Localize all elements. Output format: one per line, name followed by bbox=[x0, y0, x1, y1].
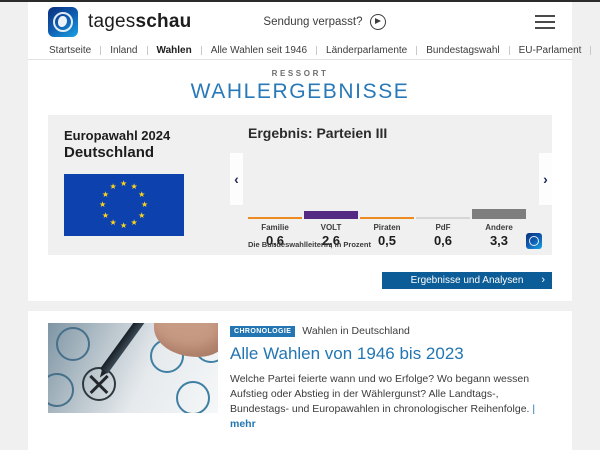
article-topic: Wahlen in Deutschland bbox=[302, 325, 410, 337]
pen-graphic bbox=[99, 323, 154, 375]
chart-election-region: Deutschland bbox=[64, 144, 155, 161]
eu-star-icon: ★ bbox=[99, 200, 107, 209]
bar-label: Andere bbox=[485, 223, 513, 232]
ressort-heading: RESSORT WAHLERGEBNISSE bbox=[28, 60, 572, 104]
eu-star-icon: ★ bbox=[101, 189, 109, 199]
separator: | bbox=[532, 402, 536, 415]
chart-source-note: Die Bundeswahlleiterin, in Prozent bbox=[248, 240, 371, 249]
eu-star-icon: ★ bbox=[109, 181, 117, 191]
nav-item[interactable]: Länderparlamente bbox=[317, 46, 418, 56]
bar bbox=[360, 217, 414, 219]
bar bbox=[248, 217, 302, 219]
article-body: CHRONOLOGIE Wahlen in Deutschland Alle W… bbox=[230, 323, 552, 432]
articles-block: CHRONOLOGIE Wahlen in Deutschland Alle W… bbox=[28, 311, 572, 450]
bar-label: Piraten bbox=[373, 223, 401, 232]
more-label: mehr bbox=[230, 417, 256, 430]
chevron-right-icon: › bbox=[543, 171, 548, 187]
cta-row: Ergebnisse und Analysen › bbox=[48, 272, 552, 301]
tagesschau-logo-icon[interactable] bbox=[48, 7, 78, 37]
eu-star-icon: ★ bbox=[130, 218, 138, 228]
nav-item[interactable]: Chronologie bbox=[591, 46, 600, 55]
play-icon bbox=[369, 14, 386, 30]
eu-star-icon: ★ bbox=[120, 179, 128, 188]
page-title: WAHLERGEBNISSE bbox=[190, 80, 410, 103]
brand-wordmark[interactable]: tagesschau bbox=[88, 11, 191, 33]
chevron-right-icon: › bbox=[541, 274, 545, 286]
nav-item[interactable]: Startseite bbox=[40, 46, 102, 56]
nav-item[interactable]: Bundestagswahl bbox=[417, 46, 510, 56]
ressort-kicker: RESSORT bbox=[271, 69, 329, 78]
eu-star-icon: ★ bbox=[141, 200, 149, 209]
nav-item[interactable]: Alle Wahlen seit 1946 bbox=[202, 46, 318, 56]
tagesschau-watermark-icon bbox=[526, 233, 542, 249]
article-teaser-text: Welche Partei feierte wann und wo Erfolg… bbox=[230, 372, 552, 432]
chart-title: Ergebnis: Parteien III bbox=[248, 125, 388, 141]
main-content-block: tagesschau Sendung verpasst? Startseite I… bbox=[28, 2, 592, 301]
missed-show-label: Sendung verpasst? bbox=[263, 16, 363, 28]
site-header: tagesschau Sendung verpasst? bbox=[28, 2, 572, 42]
eu-star-icon: ★ bbox=[120, 221, 128, 230]
chart-info-panel: Europawahl 2024 Deutschland ★ ★ ★ ★ ★ ★ ★ ★ ★ ★ ★ ★ bbox=[48, 115, 230, 255]
bar bbox=[416, 217, 470, 219]
bar bbox=[304, 211, 358, 219]
ballot-circle bbox=[176, 381, 210, 413]
carousel-prev-button[interactable]: ‹ bbox=[230, 153, 243, 205]
bar bbox=[472, 209, 526, 219]
teaser-text: Welche Partei feierte wann und wo Erfolg… bbox=[230, 373, 530, 415]
more-link[interactable]: | mehr bbox=[230, 403, 535, 430]
bar-label: PdF bbox=[435, 223, 451, 232]
eu-star-icon: ★ bbox=[138, 210, 146, 220]
bar-value: 3,3 bbox=[489, 233, 509, 248]
bar-label: Familie bbox=[261, 223, 289, 232]
eu-star-icon: ★ bbox=[101, 210, 109, 220]
ballot-circle bbox=[56, 327, 90, 361]
missed-show-button[interactable]: Sendung verpasst? bbox=[263, 14, 386, 30]
chart-election-name: Europawahl 2024 bbox=[64, 128, 171, 143]
nav-item[interactable]: EU-Parlament bbox=[510, 46, 592, 56]
chevron-left-icon: ‹ bbox=[234, 171, 239, 187]
article-image-ballot[interactable] bbox=[48, 323, 218, 413]
hamburger-menu-icon[interactable] bbox=[535, 14, 555, 30]
eu-star-icon: ★ bbox=[109, 218, 117, 228]
nav-item[interactable]: Wahlen bbox=[148, 46, 202, 56]
ballot-circle bbox=[82, 367, 116, 401]
carousel-next-button[interactable]: › bbox=[539, 153, 552, 205]
brand-bold: schau bbox=[135, 11, 192, 32]
top-accent-bar bbox=[0, 0, 600, 2]
article-badge[interactable]: CHRONOLOGIE bbox=[230, 325, 296, 337]
election-chart-card: Europawahl 2024 Deutschland ★ ★ ★ ★ ★ ★ ★ ★ ★ ★ ★ ★… bbox=[48, 115, 552, 255]
article-teaser: CHRONOLOGIE Wahlen in Deutschland Alle W… bbox=[48, 323, 552, 432]
bar-value: 0,6 bbox=[433, 233, 453, 248]
chart-panel: Ergebnis: Parteien III ‹ › Familie 0,6 VOL… bbox=[230, 115, 552, 255]
article-title-link[interactable]: Alle Wahlen von 1946 bis 2023 bbox=[230, 344, 464, 363]
section-divider bbox=[0, 301, 600, 311]
eu-flag-image: ★ ★ ★ ★ ★ ★ ★ ★ ★ ★ ★ ★ bbox=[64, 174, 184, 236]
badge-row: CHRONOLOGIE Wahlen in Deutschland bbox=[230, 325, 552, 337]
brand-regular: tages bbox=[88, 11, 136, 32]
ballot-circle bbox=[48, 373, 74, 407]
nav-list: Startseite Inland Wahlen Alle Wahlen seit 1… bbox=[28, 42, 592, 60]
eu-star-icon: ★ bbox=[138, 189, 146, 199]
results-analyses-label: Ergebnisse und Analysen bbox=[410, 275, 524, 286]
nav-item[interactable]: Inland bbox=[101, 46, 148, 56]
eu-star-icon: ★ bbox=[130, 181, 138, 191]
bar-label: VOLT bbox=[320, 223, 342, 232]
results-analyses-button[interactable]: Ergebnisse und Analysen › bbox=[382, 272, 552, 289]
